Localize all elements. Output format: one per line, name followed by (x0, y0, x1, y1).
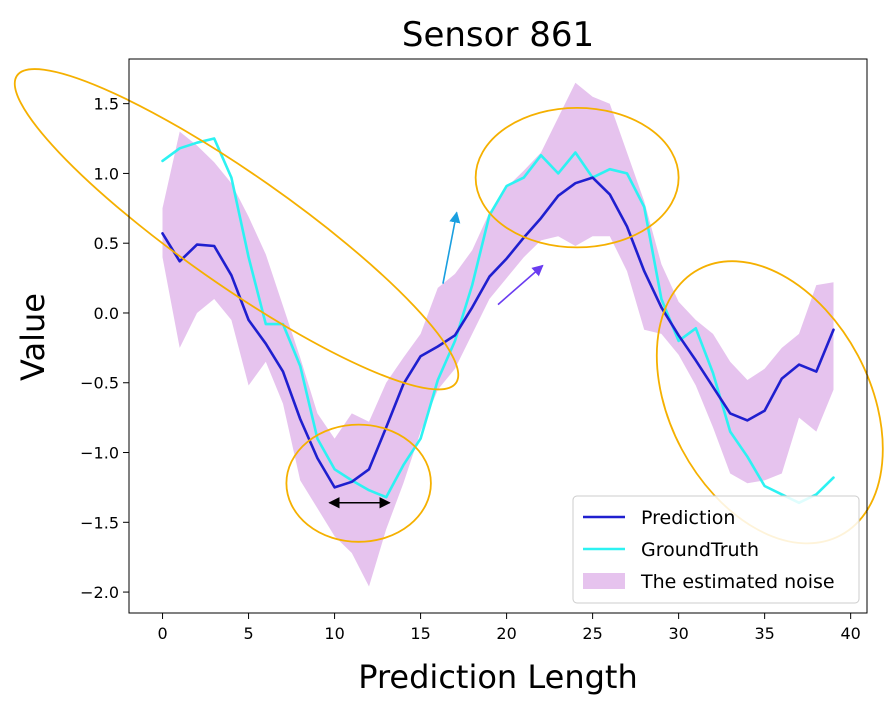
y-tick-label: 1.0 (94, 164, 119, 183)
highlight-ellipse-2 (285, 423, 432, 543)
y-tick-label: 0.5 (94, 234, 119, 253)
x-tick-label: 35 (754, 624, 774, 643)
legend-label: The estimated noise (640, 571, 835, 593)
chart-title: Sensor 861 (402, 15, 594, 55)
x-tick-label: 30 (668, 624, 688, 643)
trend-arrow-6 (442, 211, 461, 284)
x-tick-label: 0 (157, 624, 167, 643)
legend: Prediction GroundTruth The estimated noise (572, 495, 860, 604)
highlight-ellipse-3 (474, 106, 680, 249)
trend-arrow-7 (497, 264, 544, 306)
x-axis-ticks: 0 5 10 15 20 25 30 35 40 (157, 613, 861, 643)
y-tick-label: −0.5 (80, 374, 119, 393)
legend-box (572, 495, 860, 604)
y-tick-label: −1.5 (80, 513, 119, 532)
y-tick-label: −1.0 (80, 444, 119, 463)
plot-frame (128, 58, 868, 614)
x-tick-label: 20 (496, 624, 516, 643)
series-line-prediction (161, 176, 835, 489)
plot-content (161, 82, 835, 587)
x-axis-label: Prediction Length (358, 658, 638, 696)
legend-swatch-noise (583, 573, 625, 589)
x-tick-label: 40 (840, 624, 860, 643)
legend-label: GroundTruth (641, 539, 759, 561)
y-axis-ticks: −2.0 −1.5 −1.0 −0.5 0.0 0.5 1.0 1.5 (80, 95, 129, 602)
x-tick-label: 10 (324, 624, 344, 643)
y-axis-label: Value (14, 293, 52, 381)
y-tick-label: −2.0 (80, 583, 119, 602)
plot-area (13, 58, 884, 614)
y-tick-label: 0.0 (94, 304, 119, 323)
y-tick-label: 1.5 (94, 95, 119, 114)
x-tick-label: 5 (243, 624, 253, 643)
legend-label: Prediction (641, 507, 735, 529)
highlight-ellipse-1 (13, 68, 460, 391)
x-tick-label: 15 (410, 624, 430, 643)
x-tick-label: 25 (582, 624, 602, 643)
